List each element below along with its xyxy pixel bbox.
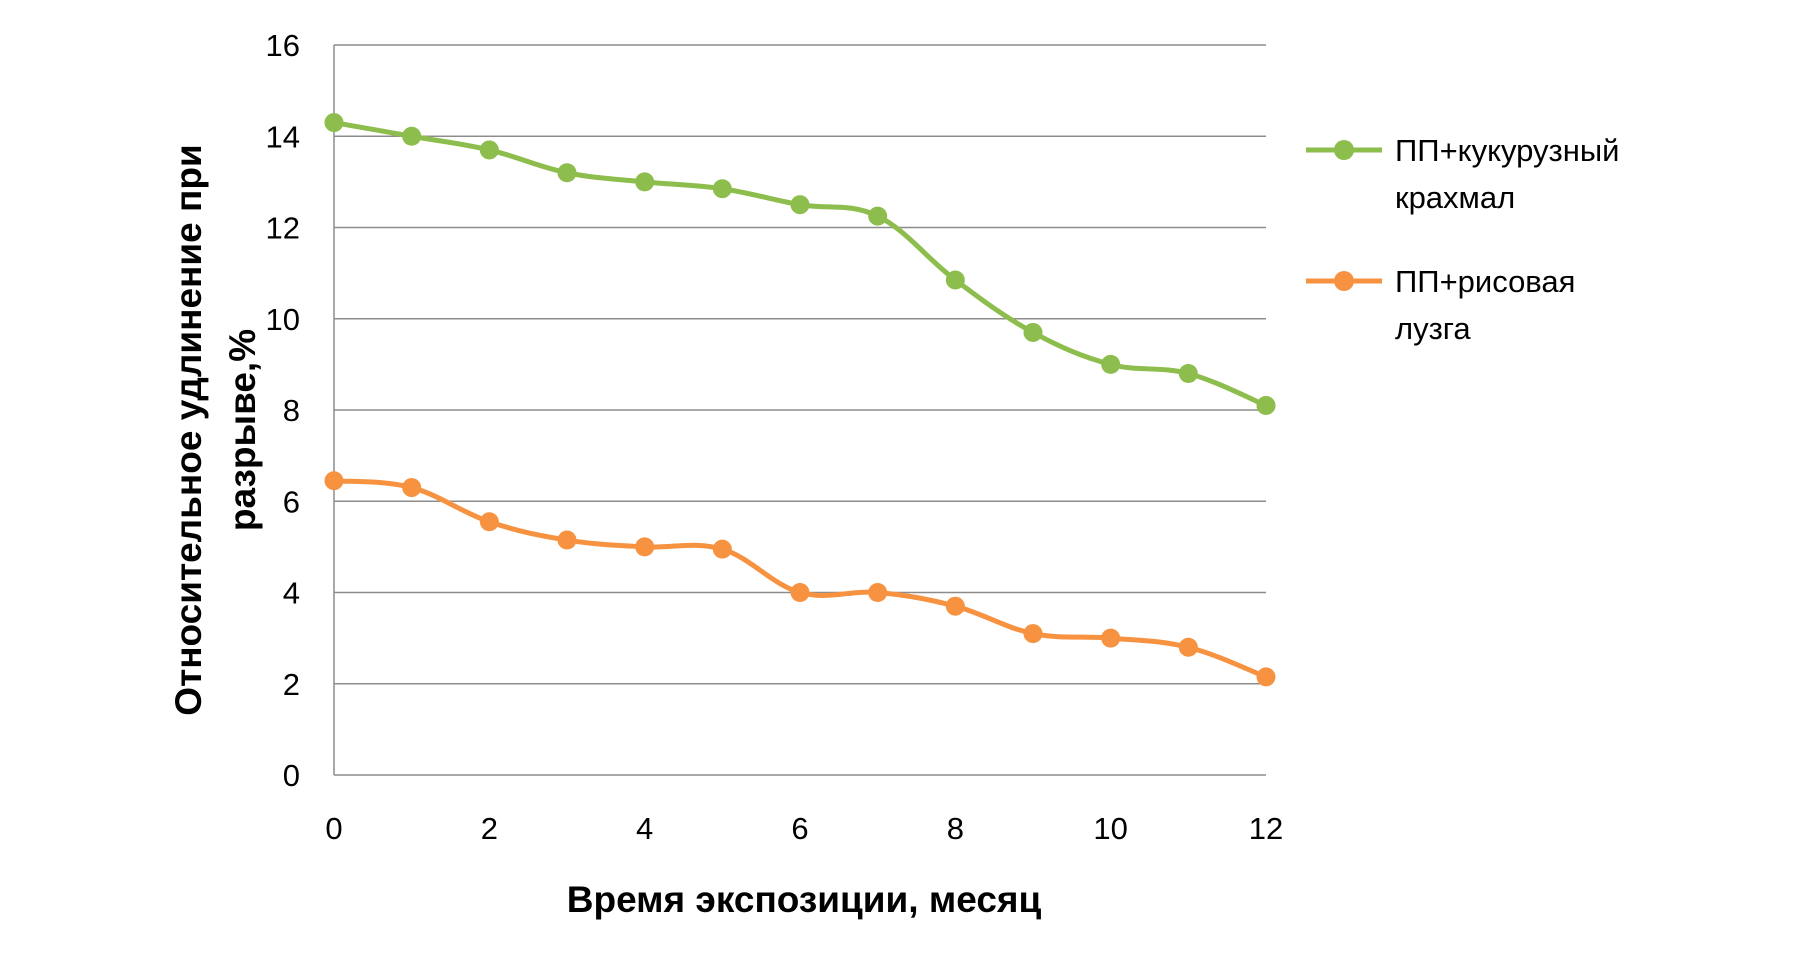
data-point xyxy=(635,172,655,192)
y-tick-label: 0 xyxy=(283,758,300,793)
y-tick-label: 16 xyxy=(266,28,300,63)
data-point xyxy=(557,163,577,183)
data-point xyxy=(479,512,499,532)
x-tick-label: 4 xyxy=(636,811,653,846)
legend-label-line-1: ПП+рисовая xyxy=(1395,264,1575,299)
data-point xyxy=(1256,395,1276,415)
y-tick-label: 12 xyxy=(266,211,300,246)
y-tick-label: 14 xyxy=(266,119,300,154)
legend-item-series-2: ПП+рисовая лузга xyxy=(1306,264,1575,346)
legend-label-line-2: крахмал xyxy=(1395,180,1515,215)
legend-label-line-1: ПП+кукурузный xyxy=(1395,133,1619,168)
data-point xyxy=(1178,364,1198,383)
legend-label-line-2: лузга xyxy=(1395,311,1471,346)
y-tick-label: 10 xyxy=(266,302,300,337)
y-axis-title: Относительное удлинение при разрыве,% xyxy=(168,144,263,715)
y-tick-label: 4 xyxy=(283,576,300,611)
series-2 xyxy=(324,471,1276,687)
data-point xyxy=(324,471,344,491)
data-point xyxy=(1101,628,1121,648)
data-point xyxy=(1256,667,1276,687)
y-axis-title-line-1: Относительное удлинение при xyxy=(168,144,209,715)
x-tick-label: 12 xyxy=(1249,811,1283,846)
data-point xyxy=(1023,624,1043,644)
x-tick-label: 2 xyxy=(481,811,498,846)
gridlines xyxy=(333,44,1266,776)
data-point xyxy=(402,126,422,146)
data-point xyxy=(1101,354,1121,374)
data-point xyxy=(868,583,888,602)
legend-marker-dot xyxy=(1334,271,1354,291)
data-point xyxy=(790,195,810,215)
series-1 xyxy=(324,113,1276,415)
series-lines xyxy=(324,113,1276,687)
data-point xyxy=(945,270,965,290)
data-point xyxy=(868,206,888,226)
legend-marker-dot xyxy=(1334,140,1354,160)
data-point xyxy=(557,530,577,550)
data-point xyxy=(790,583,810,602)
x-tick-label: 8 xyxy=(947,811,964,846)
y-tick-label: 6 xyxy=(283,484,300,519)
data-point xyxy=(635,537,655,557)
x-axis-title: Время экспозиции, месяц xyxy=(567,879,1042,920)
data-point xyxy=(402,478,422,498)
data-point xyxy=(712,539,732,559)
data-point xyxy=(945,596,965,616)
data-point xyxy=(712,179,732,199)
y-axis-title-line-2: разрыве,% xyxy=(222,329,263,531)
data-point xyxy=(324,113,344,133)
legend: ПП+кукурузный крахмал ПП+рисовая лузга xyxy=(1306,133,1619,346)
y-tick-label: 8 xyxy=(283,393,300,428)
series-line xyxy=(333,478,1267,680)
data-point xyxy=(1023,322,1043,342)
data-point xyxy=(479,140,499,160)
x-tick-label: 0 xyxy=(325,811,342,846)
y-tick-label: 2 xyxy=(283,667,300,702)
x-tick-label: 10 xyxy=(1093,811,1127,846)
x-tick-labels: 0 2 4 6 8 10 12 xyxy=(325,811,1283,846)
x-tick-label: 6 xyxy=(791,811,808,846)
legend-item-series-1: ПП+кукурузный крахмал xyxy=(1306,133,1619,215)
y-tick-labels: 0 2 4 6 8 10 12 14 16 xyxy=(266,28,300,793)
series-line xyxy=(333,120,1267,408)
data-point xyxy=(1178,637,1198,657)
